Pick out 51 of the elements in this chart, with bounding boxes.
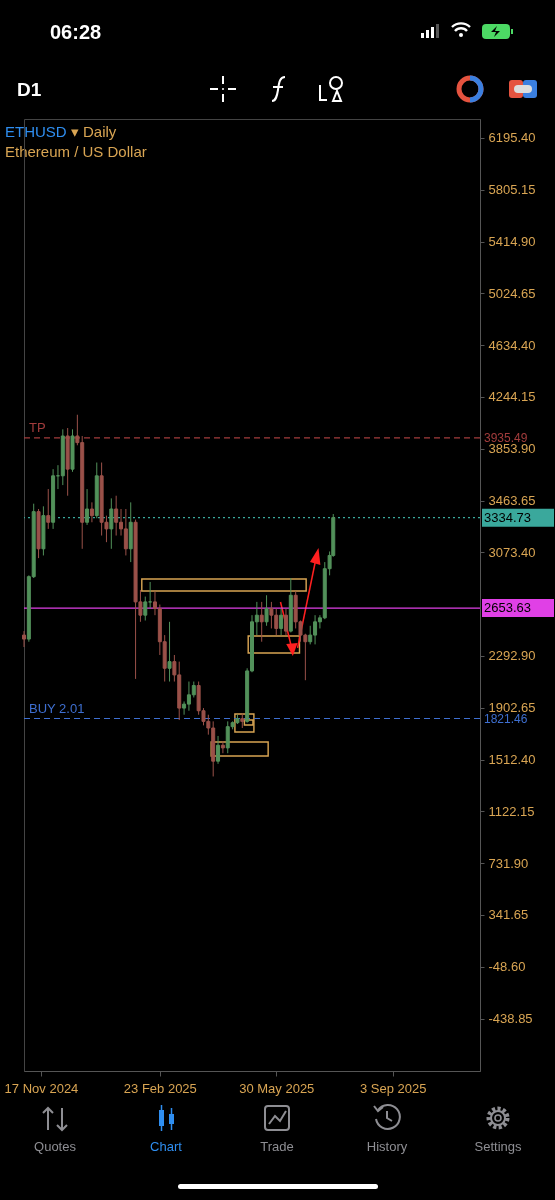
text: 06:28	[50, 21, 102, 43]
ref-line-label: BUY 2.01	[29, 700, 85, 716]
y-tick-label: -48.60	[488, 959, 526, 975]
y-tick-label: 3073.40	[488, 544, 536, 560]
x-tick-label: 17 Nov 2024	[4, 1080, 79, 1096]
candlestick	[85, 488, 90, 526]
candlestick	[109, 497, 114, 550]
text: D1	[17, 79, 42, 100]
y-tick-label: 5024.65	[488, 285, 536, 301]
text: 1821.46	[484, 711, 528, 726]
chart-title: ETHUSD ▾ Daily	[5, 123, 117, 140]
candlestick	[220, 740, 225, 754]
x-tick-label: 3 Sep 2025	[359, 1080, 427, 1096]
x-tick-label: 23 Feb 2025	[123, 1080, 197, 1096]
y-tick-label: 5805.15	[488, 182, 536, 198]
candlestick	[216, 735, 221, 765]
candlestick	[279, 608, 284, 636]
text: Quotes	[34, 1139, 76, 1154]
candlestick	[308, 625, 313, 645]
text: History	[366, 1139, 408, 1154]
candlestick	[123, 508, 128, 556]
y-tick-label: 1122.15	[488, 803, 535, 819]
y-tick-label: 5414.90	[488, 234, 536, 250]
candlestick	[167, 621, 172, 683]
candlestick	[114, 495, 119, 537]
y-tick-label: 4634.40	[488, 337, 536, 353]
candlestick	[22, 630, 26, 648]
y-tick-label: 4244.15	[488, 389, 536, 405]
text: Settings	[474, 1139, 522, 1154]
candlestick	[283, 608, 288, 636]
text: Chart	[150, 1139, 182, 1154]
text: Ethereum / US Dollar	[5, 143, 147, 160]
text: Trade	[260, 1139, 294, 1154]
ref-line-label: TP	[29, 419, 46, 435]
y-tick-label: 3463.65	[488, 493, 536, 509]
candlestick	[89, 501, 94, 523]
y-tick-label: 341.65	[488, 907, 529, 923]
candlestick	[143, 596, 148, 621]
candlestick	[148, 581, 153, 610]
y-tick-label: 1512.40	[488, 752, 536, 768]
y-tick-label: 731.90	[488, 855, 529, 871]
y-tick-label: 2292.90	[488, 648, 536, 664]
x-tick-label: 30 May 2025	[239, 1080, 315, 1096]
text: 3334.73	[484, 509, 531, 525]
candlestick	[46, 488, 51, 530]
candlestick	[269, 601, 274, 629]
text: 2653.63	[484, 600, 531, 616]
candlestick	[264, 594, 269, 627]
candlestick	[259, 601, 264, 643]
y-tick-label: -438.85	[488, 1011, 533, 1027]
y-tick-label: 6195.40	[488, 130, 536, 146]
